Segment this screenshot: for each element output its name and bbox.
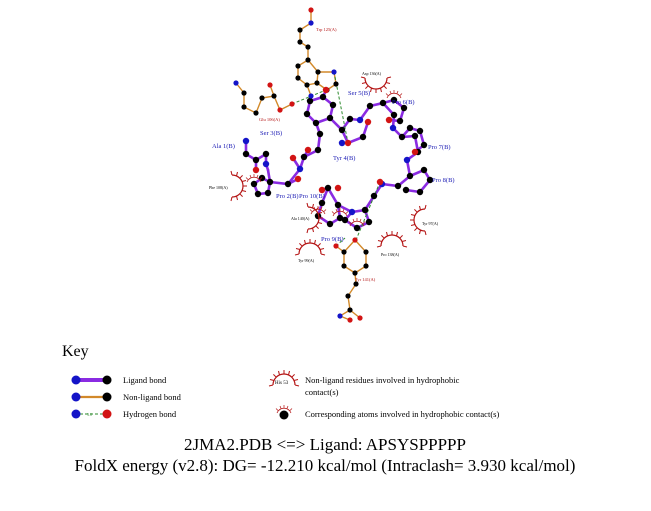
key-ligand-bond-label: Ligand bond: [123, 375, 167, 385]
key-hbond-label: Hydrogen bond: [123, 409, 177, 419]
label-tyr141: Tyr 141(A): [355, 277, 376, 282]
label-phe108: Phe 108(A): [209, 185, 228, 190]
key-title: Key: [62, 343, 89, 360]
key-hydrophobic-residues-label-2: contact(s): [305, 387, 339, 397]
key-hydrophobic-atom-sample: [275, 404, 293, 420]
label-pro9: Pro 9(B): [321, 236, 344, 243]
key-hbond-distance: 3.0: [87, 412, 92, 417]
hydrophobic-arc-phe108: [230, 170, 248, 202]
oxygen-atoms: [252, 7, 419, 323]
key-hydrophobic-atoms-label: Corresponding atoms involved in hydropho…: [305, 409, 499, 419]
ligand-residue-labels: Ala 1(B) Pro 2(B) Ser 3(B) Tyr 4(B) Ser …: [212, 90, 455, 243]
carbon-atoms: [241, 27, 434, 313]
nitrogen-atoms: [233, 20, 411, 319]
key-nonligand-bond-sample: [71, 392, 112, 402]
label-ser5: Ser 5(B): [348, 90, 370, 97]
key-nonligand-bond-label: Non-ligand bond: [123, 392, 182, 402]
label-pro10: Pro 10(B): [299, 193, 325, 200]
key-hbond-sample: 3.0: [71, 409, 112, 419]
label-ala1: Ala 1(B): [212, 143, 235, 150]
key-panel: Key Ligand bond Non-ligand bond 3.0 Hydr…: [62, 343, 499, 420]
label-asp136: Asp 136(A): [362, 71, 382, 76]
key-hydrophobic-residues-label-1: Non-ligand residues involved in hydropho…: [305, 375, 460, 385]
hydrophobic-atom-markers: [245, 89, 403, 227]
footer-energy: FoldX energy (v2.8): DG= -12.210 kcal/mo…: [75, 456, 576, 475]
footer-title: 2JMA2.PDB <=> Ligand: APSYSPPPPP: [184, 435, 466, 454]
nonligand-residue-labels: Trp 125(A) Glu 106(A) Tyr 141(A): [259, 27, 376, 282]
key-hydrophobic-example: His 53: [275, 381, 289, 386]
label-ala140: Ala 140(A): [291, 216, 310, 221]
label-glu106: Glu 106(A): [259, 117, 280, 122]
label-tyr99: Tyr 99(A): [298, 258, 315, 263]
hydrophobic-arc-pro138: [376, 230, 408, 248]
label-ser3: Ser 3(B): [260, 130, 282, 137]
label-tyr4: Tyr 4(B): [333, 155, 355, 162]
hydrophobic-residue-labels: Asp 136(A) Phe 108(A) Ala 140(A) Tyr 97(…: [209, 71, 439, 263]
label-trp125: Trp 125(A): [316, 27, 337, 32]
label-tyr97: Tyr 97(A): [422, 221, 439, 226]
label-pro2: Pro 2(B): [276, 193, 299, 200]
label-pro6: Pro 6(B): [392, 99, 415, 106]
key-ligand-bond-sample: [71, 375, 112, 385]
hydrophobic-arc-tyr97: [409, 204, 427, 236]
label-pro8: Pro 8(B): [432, 177, 455, 184]
label-pro138: Pro 138(A): [381, 252, 400, 257]
label-pro7: Pro 7(B): [428, 144, 451, 151]
